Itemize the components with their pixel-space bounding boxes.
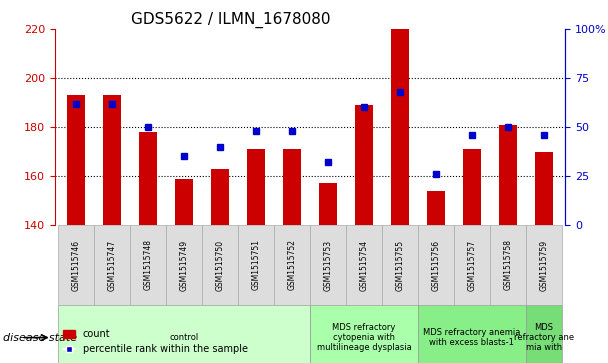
- FancyBboxPatch shape: [310, 225, 346, 305]
- FancyBboxPatch shape: [346, 225, 382, 305]
- FancyBboxPatch shape: [490, 225, 526, 305]
- Text: GSM1515747: GSM1515747: [108, 240, 117, 290]
- FancyBboxPatch shape: [310, 305, 418, 363]
- FancyBboxPatch shape: [382, 225, 418, 305]
- Text: GDS5622 / ILMN_1678080: GDS5622 / ILMN_1678080: [131, 12, 331, 28]
- FancyBboxPatch shape: [166, 225, 202, 305]
- Text: GSM1515746: GSM1515746: [72, 240, 81, 290]
- Bar: [139, 132, 157, 225]
- Bar: [427, 191, 445, 225]
- Bar: [499, 125, 517, 225]
- FancyBboxPatch shape: [274, 225, 310, 305]
- FancyBboxPatch shape: [130, 225, 166, 305]
- Text: GSM1515757: GSM1515757: [468, 240, 477, 290]
- Text: GSM1515758: GSM1515758: [503, 240, 513, 290]
- Text: GSM1515753: GSM1515753: [323, 240, 333, 290]
- Bar: [67, 95, 85, 225]
- Text: GSM1515759: GSM1515759: [539, 240, 548, 290]
- FancyBboxPatch shape: [418, 225, 454, 305]
- Bar: [283, 149, 301, 225]
- Bar: [391, 29, 409, 225]
- FancyBboxPatch shape: [454, 225, 490, 305]
- Text: MDS
refractory ane
mia with: MDS refractory ane mia with: [514, 323, 574, 352]
- Text: GSM1515748: GSM1515748: [143, 240, 153, 290]
- Bar: [103, 95, 121, 225]
- FancyBboxPatch shape: [418, 305, 526, 363]
- Bar: [175, 179, 193, 225]
- FancyBboxPatch shape: [526, 225, 562, 305]
- Text: disease state: disease state: [3, 333, 77, 343]
- Text: GSM1515752: GSM1515752: [288, 240, 297, 290]
- Bar: [211, 169, 229, 225]
- Text: GSM1515751: GSM1515751: [252, 240, 261, 290]
- Text: GSM1515754: GSM1515754: [359, 240, 368, 290]
- Text: GSM1515756: GSM1515756: [432, 240, 440, 290]
- Text: GSM1515750: GSM1515750: [216, 240, 225, 290]
- Bar: [319, 183, 337, 225]
- FancyBboxPatch shape: [94, 225, 130, 305]
- Bar: [247, 149, 265, 225]
- Bar: [463, 149, 481, 225]
- FancyBboxPatch shape: [238, 225, 274, 305]
- Text: GSM1515755: GSM1515755: [395, 240, 404, 290]
- FancyBboxPatch shape: [202, 225, 238, 305]
- FancyBboxPatch shape: [526, 305, 562, 363]
- Text: MDS refractory anemia
with excess blasts-1: MDS refractory anemia with excess blasts…: [423, 328, 520, 347]
- Text: GSM1515749: GSM1515749: [180, 240, 188, 290]
- FancyBboxPatch shape: [58, 225, 94, 305]
- Legend: count, percentile rank within the sample: count, percentile rank within the sample: [60, 326, 252, 358]
- Bar: [355, 105, 373, 225]
- Bar: [535, 152, 553, 225]
- Text: MDS refractory
cytopenia with
multilineage dysplasia: MDS refractory cytopenia with multilinea…: [317, 323, 412, 352]
- Text: control: control: [170, 333, 199, 342]
- FancyBboxPatch shape: [58, 305, 310, 363]
